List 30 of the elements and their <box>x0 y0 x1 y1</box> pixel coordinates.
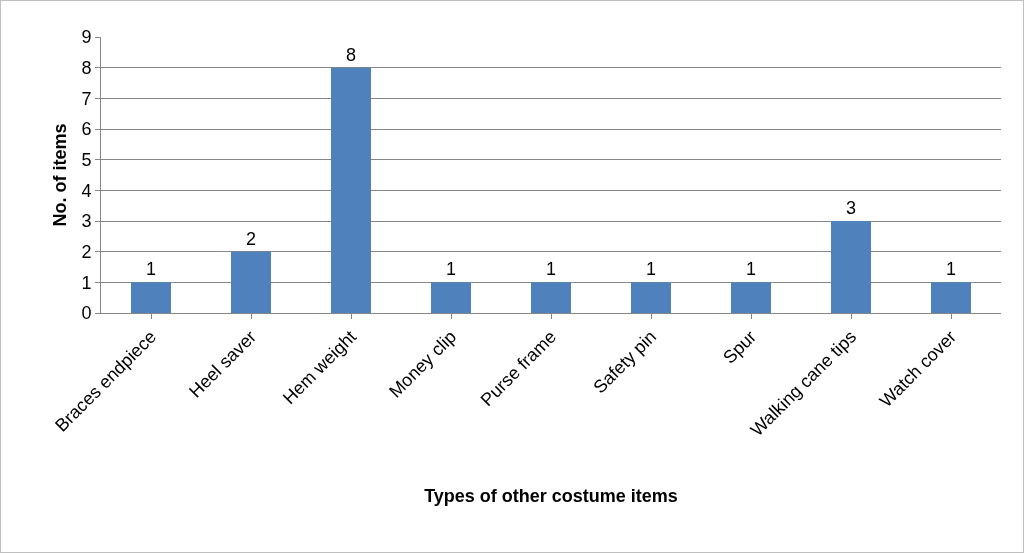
bar <box>831 221 871 313</box>
bar <box>531 282 571 313</box>
data-label: 1 <box>645 259 657 280</box>
y-tick-label: 1 <box>81 272 92 293</box>
bar <box>231 251 271 313</box>
y-tick-label: 2 <box>81 241 92 262</box>
data-label: 8 <box>345 44 357 65</box>
data-label: 1 <box>545 259 557 280</box>
data-label: 2 <box>245 228 257 249</box>
y-tick-label: 4 <box>81 180 92 201</box>
y-tick-label: 8 <box>81 57 92 78</box>
bar <box>331 67 371 313</box>
bar <box>431 282 471 313</box>
data-label: 1 <box>145 259 157 280</box>
y-tick-label: 7 <box>81 88 92 109</box>
y-tick-label: 6 <box>81 119 92 140</box>
data-label: 1 <box>745 259 757 280</box>
data-label: 1 <box>945 259 957 280</box>
data-label: 1 <box>445 259 457 280</box>
bar <box>631 282 671 313</box>
x-axis-title: Types of other costume items <box>424 486 678 507</box>
y-tick-label: 3 <box>81 211 92 232</box>
y-axis-title: No. of items <box>49 123 70 227</box>
y-tick-label: 0 <box>81 303 92 324</box>
bar <box>931 282 971 313</box>
bar <box>731 282 771 313</box>
y-tick-label: 5 <box>81 149 92 170</box>
data-label: 3 <box>845 198 857 218</box>
y-tick-label: 9 <box>81 27 92 48</box>
bar <box>131 282 171 313</box>
